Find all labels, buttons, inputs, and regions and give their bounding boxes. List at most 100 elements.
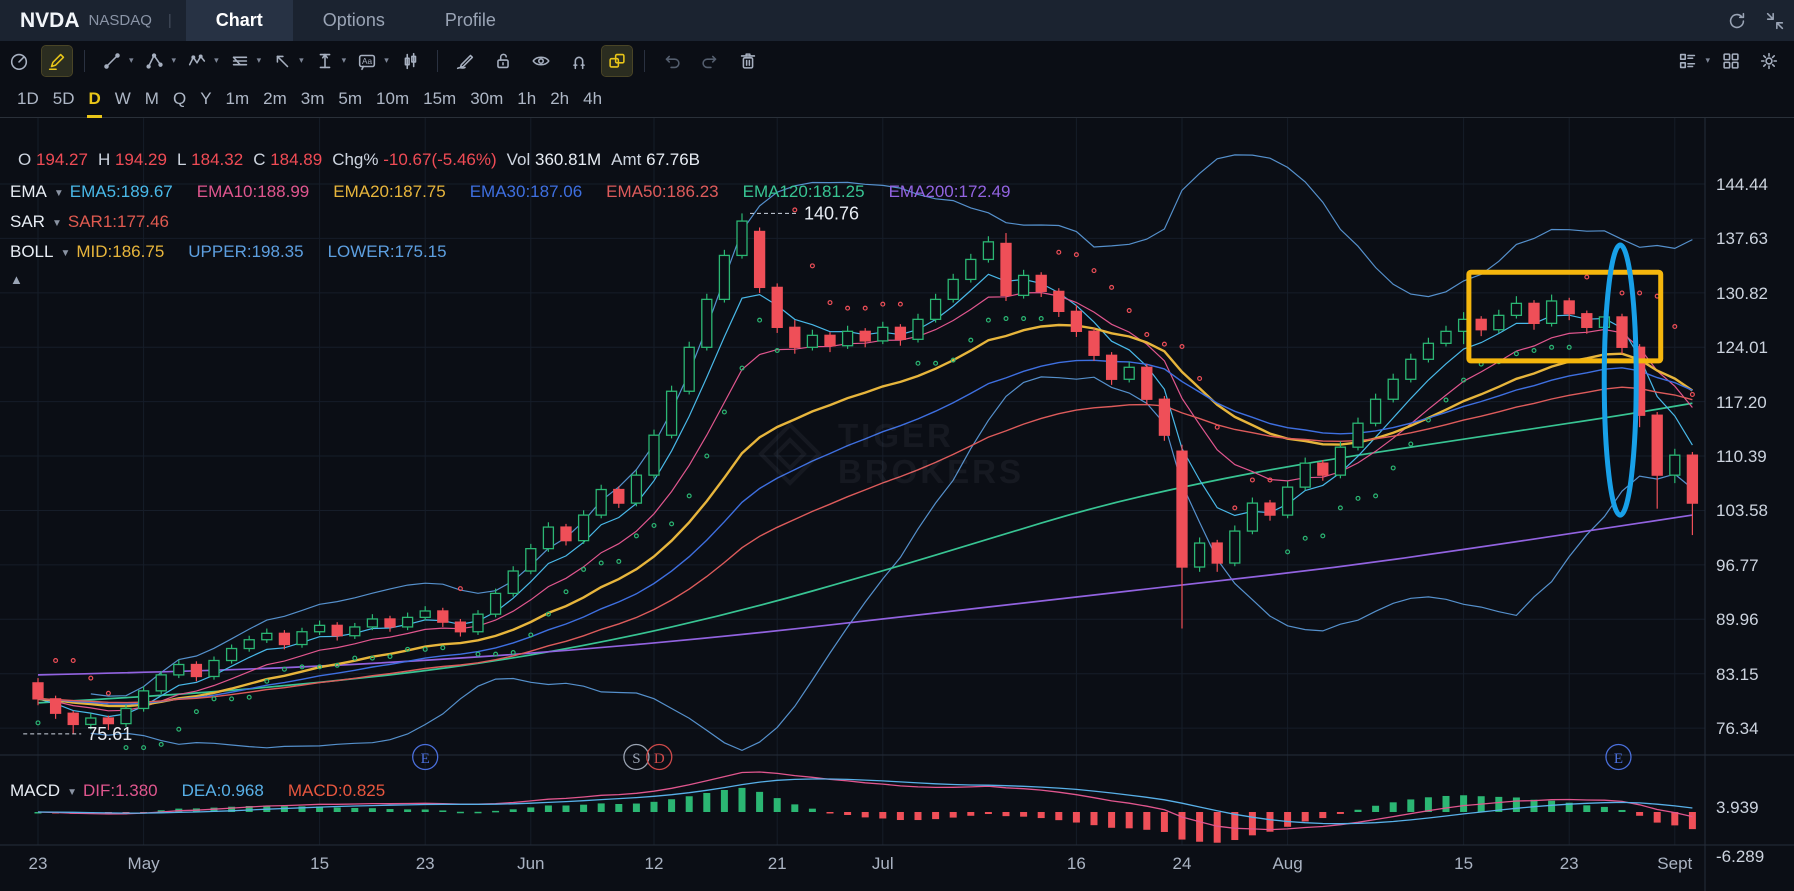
macd-bar bbox=[333, 807, 341, 812]
timeframe-15m[interactable]: 15m bbox=[423, 88, 457, 108]
text-tool-button[interactable]: Aa bbox=[352, 46, 382, 76]
timeframe-W[interactable]: W bbox=[114, 88, 131, 108]
timeframe-30m[interactable]: 30m bbox=[470, 88, 504, 108]
timeframe-1h[interactable]: 1h bbox=[517, 88, 537, 108]
timeframe-M[interactable]: M bbox=[144, 88, 159, 108]
macd-bar bbox=[1354, 809, 1362, 812]
refresh-button[interactable] bbox=[1722, 6, 1752, 36]
price-axis-label: 83.15 bbox=[1716, 664, 1759, 684]
time-axis-label-May: May bbox=[127, 854, 160, 873]
polyline-dropdown-caret-icon[interactable]: ▾ bbox=[171, 55, 177, 65]
price-range-tool-button[interactable] bbox=[310, 46, 340, 76]
macd-bar bbox=[351, 807, 359, 812]
macd-bar bbox=[580, 804, 588, 812]
eye-tool-button[interactable] bbox=[526, 46, 556, 76]
time-axis-label-15: 15 bbox=[1454, 854, 1474, 873]
timeframe-2m[interactable]: 2m bbox=[263, 88, 287, 108]
timeframe-Q[interactable]: Q bbox=[172, 88, 187, 108]
ema-value: EMA10:188.99 bbox=[196, 182, 310, 201]
candle-pattern-tool-button[interactable] bbox=[395, 46, 425, 76]
toolbar-separator bbox=[436, 49, 438, 72]
EMA120-line bbox=[37, 402, 1693, 704]
event-circle-D[interactable] bbox=[646, 743, 673, 771]
sar-dropdown-caret-icon[interactable]: ▼ bbox=[51, 217, 62, 229]
macd-bar bbox=[685, 796, 693, 812]
timeframe-1D[interactable]: 1D bbox=[17, 88, 39, 108]
ema-dropdown-caret-icon[interactable]: ▼ bbox=[53, 187, 64, 199]
event-circle-E[interactable] bbox=[1605, 743, 1632, 771]
svg-text:E: E bbox=[421, 751, 430, 767]
link-squares-tool-button[interactable] bbox=[600, 44, 633, 77]
polyline-tool-button[interactable] bbox=[140, 46, 170, 76]
tab-profile[interactable]: Profile bbox=[444, 10, 496, 30]
quote-value: -10.67(-5.46%) bbox=[378, 150, 497, 169]
toolbar-right-icons: ▾ bbox=[1669, 41, 1788, 80]
trend-line-dropdown-caret-icon[interactable]: ▾ bbox=[129, 55, 134, 65]
layout-grid-button[interactable] bbox=[1716, 46, 1746, 76]
boll-dropdown-caret-icon[interactable]: ▼ bbox=[60, 247, 71, 259]
macd-bar bbox=[562, 805, 570, 812]
tab-chart[interactable]: Chart bbox=[185, 0, 293, 41]
timeframe-5m[interactable]: 5m bbox=[338, 88, 363, 108]
price-range-dropdown-caret-icon[interactable]: ▾ bbox=[341, 55, 347, 65]
macd-dropdown-caret-icon[interactable]: ▼ bbox=[67, 786, 77, 798]
macd-bar bbox=[1530, 799, 1538, 812]
draw-pencil-tool-button[interactable] bbox=[41, 44, 73, 77]
quote-value: 184.89 bbox=[265, 150, 323, 169]
wave-tool-button[interactable] bbox=[182, 46, 212, 76]
event-circle-E[interactable] bbox=[412, 743, 439, 771]
refresh-icon bbox=[1729, 12, 1745, 28]
collapse-button[interactable] bbox=[1760, 6, 1790, 36]
signature-icon bbox=[456, 54, 473, 69]
highlight-ellipse-drawing[interactable] bbox=[1601, 242, 1639, 518]
highlight-box-drawing[interactable] bbox=[1466, 269, 1664, 364]
gann-lines-dropdown-caret-icon[interactable]: ▾ bbox=[256, 55, 262, 65]
timeframe-D[interactable]: D bbox=[87, 88, 103, 118]
timeframe-2h[interactable]: 2h bbox=[550, 88, 570, 108]
macd-bar bbox=[932, 812, 940, 820]
time-axis-label-24: 24 bbox=[1172, 854, 1192, 873]
price-axis-label: 76.34 bbox=[1716, 719, 1759, 739]
trend-line-tool-button[interactable] bbox=[97, 46, 127, 76]
macd-bar bbox=[439, 810, 447, 812]
macd-bar bbox=[1002, 812, 1010, 817]
legend-boll: BOLL ▼ MID:186.75 UPPER:198.35 LOWER:175.15 bbox=[10, 242, 471, 262]
macd-bar bbox=[1688, 812, 1696, 830]
trash-tool-button[interactable] bbox=[733, 46, 763, 76]
timeframe-1m[interactable]: 1m bbox=[225, 88, 250, 108]
svg-text:Aa: Aa bbox=[362, 56, 373, 65]
layout-list-icon bbox=[1680, 53, 1696, 68]
gauge-tool-button[interactable] bbox=[4, 46, 34, 76]
arrow-tool-button[interactable] bbox=[267, 46, 297, 76]
macd-bar bbox=[298, 806, 306, 812]
event-circle-S[interactable] bbox=[623, 743, 650, 771]
gann-lines-tool-button[interactable] bbox=[225, 46, 255, 76]
text-dropdown-caret-icon[interactable]: ▾ bbox=[384, 55, 389, 65]
wave-dropdown-caret-icon[interactable]: ▾ bbox=[214, 55, 219, 65]
timeframe-10m[interactable]: 10m bbox=[376, 88, 410, 108]
layout-list-dropdown-caret-icon[interactable]: ▾ bbox=[1705, 55, 1710, 65]
redo-tool-button[interactable] bbox=[695, 46, 725, 76]
layout-list-button[interactable] bbox=[1673, 46, 1703, 76]
quote-label-c: C bbox=[253, 150, 266, 169]
arrow-dropdown-caret-icon[interactable]: ▾ bbox=[299, 55, 304, 65]
quote-label-vol: Vol bbox=[506, 150, 531, 169]
collapse-legend-chevron-icon[interactable]: ▲ bbox=[10, 272, 23, 287]
timeframe-Y[interactable]: Y bbox=[200, 88, 212, 108]
magnet-tool-button[interactable] bbox=[564, 46, 594, 76]
macd-bar bbox=[157, 810, 165, 812]
tab-options[interactable]: Options bbox=[322, 10, 385, 30]
settings-gear-icon bbox=[1760, 52, 1778, 69]
timeframe-4h[interactable]: 4h bbox=[583, 88, 603, 108]
macd-bar bbox=[1301, 812, 1309, 822]
timeframe-5D[interactable]: 5D bbox=[52, 88, 75, 108]
settings-gear-button[interactable] bbox=[1754, 46, 1784, 76]
ema-value: EMA50:186.23 bbox=[606, 182, 719, 201]
undo-tool-button[interactable] bbox=[657, 46, 687, 76]
unlock-tool-button[interactable] bbox=[488, 46, 518, 76]
timeframe-3m[interactable]: 3m bbox=[300, 88, 325, 108]
macd-dif-line bbox=[37, 771, 1693, 831]
quote-label-chg: Chg% bbox=[332, 150, 379, 169]
signature-tool-button[interactable] bbox=[450, 46, 480, 76]
